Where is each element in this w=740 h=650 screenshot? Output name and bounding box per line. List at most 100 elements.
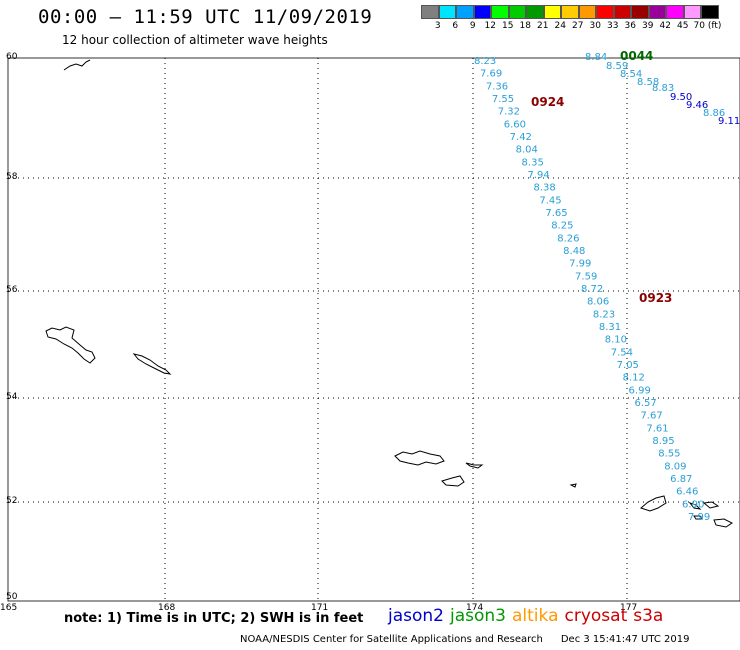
satellite-altika: altika xyxy=(512,606,559,626)
scale-swatch xyxy=(648,5,666,19)
track-values: 8.23 7.697.36 7.55 7.326.60 7.42 8.048.35 7.94… xyxy=(474,49,740,523)
scale-swatch xyxy=(473,5,491,19)
swh-value: 9.11 xyxy=(718,116,740,127)
swh-value: 8.10 xyxy=(605,335,627,346)
swh-value: 7.99 xyxy=(569,259,591,270)
lat-label-60: 60 xyxy=(6,52,18,62)
island-central xyxy=(394,450,445,466)
swh-value: 7.32 xyxy=(498,107,520,118)
swh-value: 6.60 xyxy=(504,119,526,130)
swh-value: 8.23 xyxy=(474,56,496,67)
swh-value: 8.25 xyxy=(551,221,573,232)
map-title: 00:00 – 11:59 UTC 11/09/2019 xyxy=(38,6,373,28)
scale-swatch xyxy=(508,5,526,19)
scale-label: 27 xyxy=(572,21,584,31)
scale-label: 70 (ft) xyxy=(693,21,722,31)
swh-value: 7.54 xyxy=(611,347,633,358)
scale-swatch xyxy=(543,5,561,19)
satellite-jason2: jason2 xyxy=(388,606,444,626)
swh-value: 7.94 xyxy=(528,170,550,181)
scale-label: 24 xyxy=(554,21,566,31)
lon-label-168: 168 xyxy=(158,603,176,613)
swh-value: 7.99 xyxy=(688,512,710,523)
credit-text: NOAA/NESDIS Center for Satellite Applica… xyxy=(240,634,543,645)
swh-value: 7.59 xyxy=(575,271,597,282)
scale-swatch xyxy=(613,5,631,19)
lat-label-52: 52 xyxy=(6,496,18,506)
swh-value: 7.55 xyxy=(492,94,514,105)
pass-time-label: 0044 xyxy=(620,49,653,63)
swh-value: 8.04 xyxy=(516,145,538,156)
scale-swatch xyxy=(631,5,649,19)
coastline-north xyxy=(63,59,91,71)
scale-label: 6 xyxy=(452,21,459,31)
lon-label-165: 165 xyxy=(0,603,18,613)
graticule xyxy=(8,58,740,601)
scale-swatch xyxy=(491,5,509,19)
swh-value: 8.35 xyxy=(522,157,544,168)
scale-swatch xyxy=(683,5,701,19)
swh-value: 6.57 xyxy=(635,398,657,409)
lon-label-177: 177 xyxy=(620,603,638,613)
island-central-east xyxy=(465,462,484,469)
lat-label-58: 58 xyxy=(6,172,18,182)
pass-time-label: 0923 xyxy=(639,291,672,305)
swh-value: 7.36 xyxy=(486,81,508,92)
island-attu-region xyxy=(45,326,96,364)
scale-label: 12 xyxy=(484,21,496,31)
scale-swatch xyxy=(701,5,719,19)
color-scale xyxy=(421,5,719,19)
scale-label: 15 xyxy=(502,21,514,31)
scale-swatch xyxy=(438,5,456,19)
lat-label-56: 56 xyxy=(6,285,18,295)
island-east-4 xyxy=(693,515,703,520)
swh-value: 8.59 xyxy=(606,61,628,72)
swh-value: 8.38 xyxy=(533,183,555,194)
coastlines xyxy=(45,59,733,528)
swh-value: 8.58 xyxy=(637,77,659,88)
scale-label: 9 xyxy=(469,21,476,31)
scale-label: 39 xyxy=(642,21,654,31)
island-central-south xyxy=(441,475,465,487)
swh-value: 7.42 xyxy=(510,132,532,143)
swh-value: 7.65 xyxy=(545,208,567,219)
swh-value: 8.31 xyxy=(599,322,621,333)
swh-value: 8.09 xyxy=(664,461,686,472)
island-east-1 xyxy=(640,495,667,512)
swh-value: 9.50 xyxy=(670,92,692,103)
swh-value: 6.90 xyxy=(682,499,704,510)
scale-swatch xyxy=(421,5,439,19)
swh-value: 8.95 xyxy=(652,436,674,447)
swh-value: 7.61 xyxy=(646,423,668,434)
scale-label: 42 xyxy=(659,21,671,31)
swh-value: 6.87 xyxy=(670,474,692,485)
swh-value: 8.54 xyxy=(620,69,642,80)
scale-label: 45 xyxy=(677,21,689,31)
scale-label: 21 xyxy=(537,21,549,31)
satellite-s3a: s3a xyxy=(633,606,664,626)
scale-swatch xyxy=(578,5,596,19)
islet xyxy=(569,483,577,488)
swh-value: 8.83 xyxy=(652,83,674,94)
swh-value: 7.69 xyxy=(480,69,502,80)
lon-label-171: 171 xyxy=(311,603,329,613)
lat-label-50: 50 xyxy=(6,592,18,602)
map-subtitle: 12 hour collection of altimeter wave hei… xyxy=(62,33,328,47)
scale-swatch xyxy=(596,5,614,19)
scale-label: 30 xyxy=(589,21,601,31)
swh-value: 8.26 xyxy=(557,233,579,244)
scale-swatch xyxy=(666,5,684,19)
scale-label: 33 xyxy=(607,21,619,31)
island-east-3 xyxy=(702,501,720,509)
swh-value: 6.99 xyxy=(629,385,651,396)
swh-value: 9.46 xyxy=(686,100,708,111)
swh-value: 8.72 xyxy=(581,284,603,295)
island-east-2 xyxy=(688,501,702,510)
swh-value: 6.46 xyxy=(676,487,698,498)
swh-value: 8.48 xyxy=(563,246,585,257)
island-east-5 xyxy=(713,518,733,528)
scale-swatch xyxy=(526,5,544,19)
swh-value: 7.05 xyxy=(617,360,639,371)
scale-label: 3 xyxy=(434,21,441,31)
swh-value: 8.23 xyxy=(593,309,615,320)
